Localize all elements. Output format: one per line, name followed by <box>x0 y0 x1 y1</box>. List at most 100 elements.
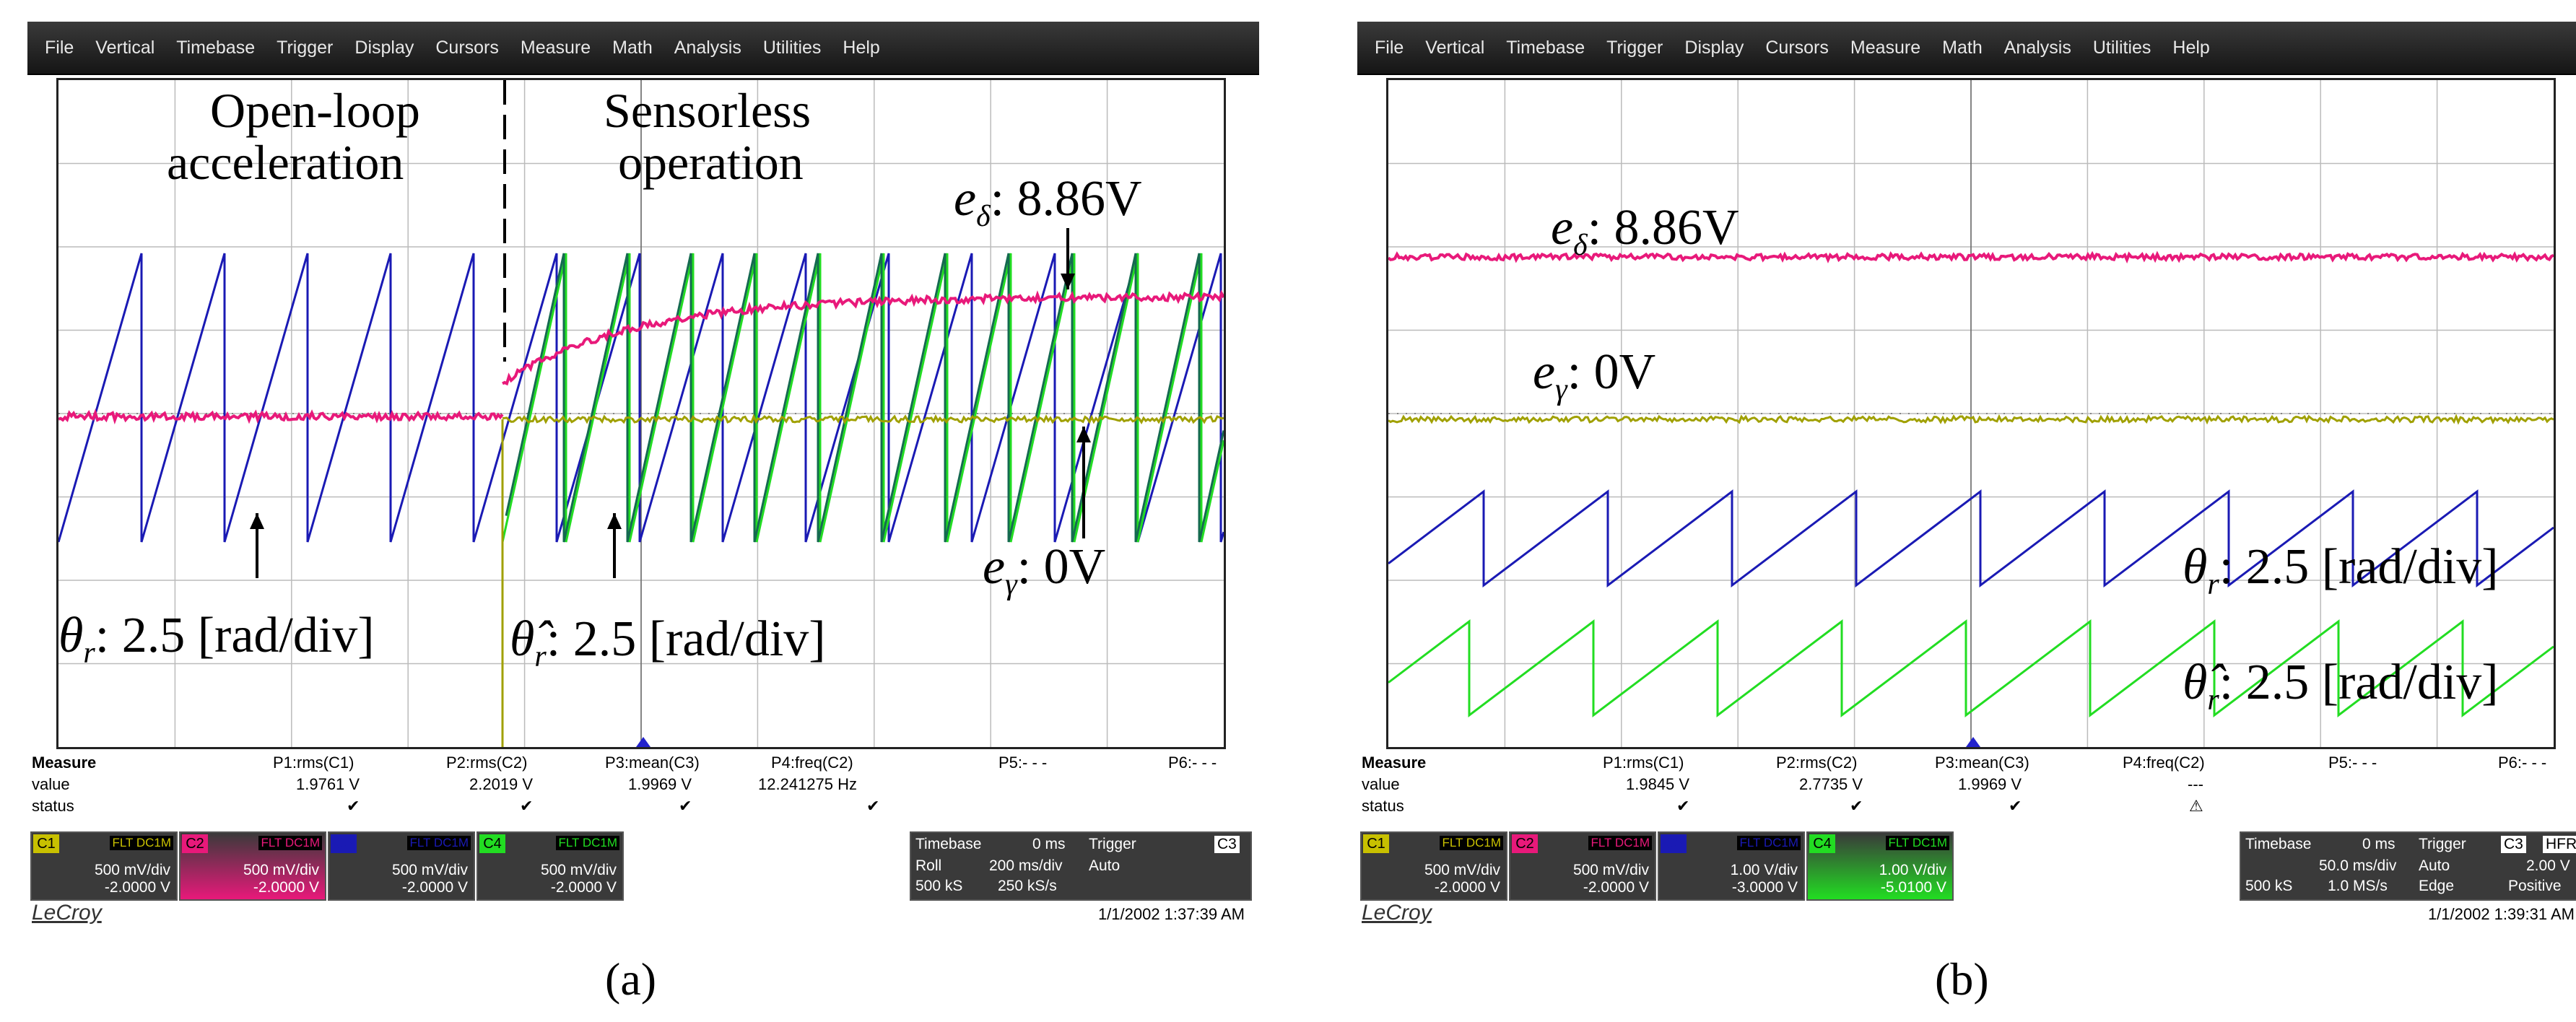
timebase-div: 200 ms/div <box>989 857 1063 875</box>
theta-r-arrow-head <box>250 513 264 529</box>
e-gamma-label: eγ: 0V <box>1533 347 1655 405</box>
phase-label-operation: operation <box>618 138 804 187</box>
menu-help[interactable]: Help <box>2172 38 2209 58</box>
p6-header[interactable]: P6:- - - <box>2498 754 2546 772</box>
menu-display[interactable]: Display <box>354 38 414 58</box>
menu-help[interactable]: Help <box>843 38 879 58</box>
p2-status: ✔ <box>1850 797 1863 816</box>
c2-tag: C2 <box>1512 834 1538 853</box>
p6-header[interactable]: P6:- - - <box>1168 754 1217 772</box>
p1-status: ✔ <box>1676 797 1689 816</box>
trigger-marker <box>636 737 650 747</box>
timebase-mode: Roll <box>915 857 941 875</box>
lecroy-logo: LeCroy <box>32 901 102 925</box>
timebase-trigger-box[interactable]: Timebase 0 ms Roll 200 ms/div 500 kS 250… <box>910 831 1252 901</box>
c4-offset: -5.0100 V <box>1881 879 1946 896</box>
e-gamma-label: eγ: 0V <box>983 542 1105 600</box>
value-row-label: value <box>1362 775 1400 794</box>
value-row-label: value <box>32 775 70 794</box>
lecroy-logo: LeCroy <box>1362 901 1432 925</box>
timebase-samples: 500 kS <box>915 878 962 895</box>
menu-trigger[interactable]: Trigger <box>277 38 333 58</box>
c3-offset: -3.0000 V <box>1732 879 1798 896</box>
channel-c2-box[interactable]: C2 FLT DC1M 500 mV/div -2.0000 V <box>1509 831 1656 901</box>
e-gamma-trace <box>502 416 1224 422</box>
timebase-label: Timebase <box>915 836 981 853</box>
menu-vertical[interactable]: Vertical <box>95 38 155 58</box>
menu-math[interactable]: Math <box>612 38 653 58</box>
channel-c4-box[interactable]: C4 FLT DC1M 1.00 V/div -5.0100 V <box>1806 831 1954 901</box>
p3-header[interactable]: P3:mean(C3) <box>605 754 700 772</box>
timebase-trigger-box[interactable]: Timebase 0 ms 50.0 ms/div 500 kS 1.0 MS/… <box>2240 831 2576 901</box>
p4-header[interactable]: P4:freq(C2) <box>2123 754 2205 772</box>
trigger-source: C3 <box>1214 836 1240 853</box>
menu-display[interactable]: Display <box>1684 38 1744 58</box>
menu-timebase[interactable]: Timebase <box>1506 38 1585 58</box>
menu-measure[interactable]: Measure <box>1850 38 1920 58</box>
menu-file[interactable]: File <box>45 38 74 58</box>
p2-header[interactable]: P2:rms(C2) <box>446 754 527 772</box>
p1-header[interactable]: P1:rms(C1) <box>273 754 354 772</box>
trigger-mode: Auto <box>1089 857 1120 875</box>
c1-scale: 500 mV/div <box>1424 862 1500 879</box>
measure-panel: Measure value status P1:rms(C1) P2:rms(C… <box>27 751 1259 931</box>
menu-file[interactable]: File <box>1375 38 1404 58</box>
menu-analysis[interactable]: Analysis <box>674 38 741 58</box>
timebase-label: Timebase <box>2245 836 2311 853</box>
c1-offset: -2.0000 V <box>105 879 170 896</box>
channel-c3-box[interactable]: C3 FLT DC1M 500 mV/div -2.0000 V <box>328 831 475 901</box>
menu-utilities[interactable]: Utilities <box>2093 38 2151 58</box>
p3-status: ✔ <box>2009 797 2022 816</box>
c3-scale: 1.00 V/div <box>1731 862 1798 879</box>
menu-timebase[interactable]: Timebase <box>176 38 255 58</box>
c1-coupling: FLT DC1M <box>1440 836 1503 850</box>
timebase-delay: 0 ms <box>2362 836 2396 853</box>
measure-title[interactable]: Measure <box>32 754 96 772</box>
c4-tag: C4 <box>479 834 505 853</box>
p4-status: ✔ <box>866 797 879 816</box>
trigger-mode: Auto <box>2419 857 2450 875</box>
p1-header[interactable]: P1:rms(C1) <box>1603 754 1684 772</box>
channel-c2-box[interactable]: C2 FLT DC1M 500 mV/div -2.0000 V <box>179 831 326 901</box>
c4-scale: 500 mV/div <box>541 862 617 879</box>
p2-value: 2.7735 V <box>1799 775 1863 794</box>
p3-header[interactable]: P3:mean(C3) <box>1935 754 2029 772</box>
phase-label-acceleration: acceleration <box>167 138 404 187</box>
channel-c1-box[interactable]: C1 FLT DC1M 500 mV/div -2.0000 V <box>30 831 178 901</box>
channel-c4-box[interactable]: C4 FLT DC1M 500 mV/div -2.0000 V <box>477 831 624 901</box>
measure-panel: Measure value status P1:rms(C1) P2:rms(C… <box>1357 751 2576 931</box>
measure-title[interactable]: Measure <box>1362 754 1426 772</box>
p5-header[interactable]: P5:- - - <box>998 754 1047 772</box>
menu-math[interactable]: Math <box>1942 38 1983 58</box>
status-row-label: status <box>32 797 74 816</box>
theta-hat-r-label: θ̂r: 2.5 [rad/div] <box>2183 658 2499 715</box>
menu-vertical[interactable]: Vertical <box>1425 38 1484 58</box>
c4-scale: 1.00 V/div <box>1879 862 1946 879</box>
waveform-grid[interactable]: Open-loop acceleration Sensorless operat… <box>56 78 1226 749</box>
menu-analysis[interactable]: Analysis <box>2004 38 2071 58</box>
menu-measure[interactable]: Measure <box>521 38 591 58</box>
p3-value: 1.9969 V <box>1958 775 2022 794</box>
p4-value: 12.241275 Hz <box>758 775 857 794</box>
menu-cursors[interactable]: Cursors <box>435 38 499 58</box>
p5-header[interactable]: P5:- - - <box>2328 754 2377 772</box>
menu-utilities[interactable]: Utilities <box>763 38 822 58</box>
menu-bar: File Vertical Timebase Trigger Display C… <box>27 22 1259 75</box>
waveform-grid[interactable]: eδ: 8.86V eγ: 0V θr: 2.5 [rad/div] θ̂r: … <box>1386 78 2556 749</box>
menu-trigger[interactable]: Trigger <box>1606 38 1663 58</box>
trigger-level: 2.00 V <box>2526 857 2570 875</box>
c3-scale: 500 mV/div <box>392 862 468 879</box>
p4-header[interactable]: P4:freq(C2) <box>771 754 853 772</box>
p2-header[interactable]: P2:rms(C2) <box>1776 754 1857 772</box>
c3-tag: C3 <box>1661 834 1687 853</box>
timebase-samples: 500 kS <box>2245 878 2292 895</box>
menu-cursors[interactable]: Cursors <box>1765 38 1829 58</box>
trigger-label: Trigger <box>1089 836 1136 853</box>
timebase-rate: 250 kS/s <box>998 878 1057 895</box>
channel-c3-box[interactable]: C3 FLT DC1M 1.00 V/div -3.0000 V <box>1658 831 1805 901</box>
p2-status: ✔ <box>520 797 533 816</box>
channel-c1-box[interactable]: C1 FLT DC1M 500 mV/div -2.0000 V <box>1360 831 1507 901</box>
p4-status: ⚠ <box>2189 797 2203 816</box>
c4-coupling: FLT DC1M <box>1886 836 1949 850</box>
p1-status: ✔ <box>347 797 360 816</box>
